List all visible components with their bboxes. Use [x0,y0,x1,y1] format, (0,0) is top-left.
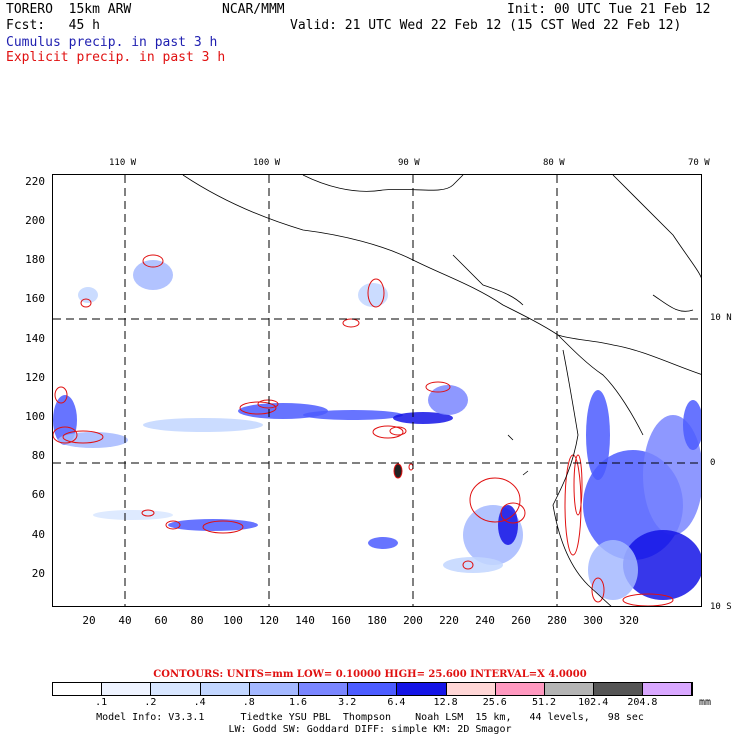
x-tick-label: 80 [190,614,204,627]
y-tick-label: 160 [25,292,45,305]
x-tick-label: 40 [118,614,132,627]
x-tick-label: 140 [295,614,315,627]
colorbar-swatch [495,683,545,695]
lon-label: 100 W [253,158,281,168]
colorbar-swatch [446,683,496,695]
forecast-hour: Fcst: 45 h [6,18,100,33]
colorbar-swatch [397,683,447,695]
colorbar-label: 102.4 [578,697,609,708]
colorbar-swatch [298,683,349,695]
y-tick-label: 80 [31,449,45,462]
coastlines [182,175,701,606]
lat-label: 10 S [710,602,732,612]
colorbar-swatch [151,683,201,695]
y-tick-label: 100 [25,410,45,423]
colorbar-swatch [594,683,644,695]
valid-time: Valid: 21 UTC Wed 22 Feb 12 (15 CST Wed … [290,18,682,33]
x-tick-label: 160 [331,614,351,627]
y-tick-label: 40 [31,528,45,541]
colorbar-label: 6.4 [387,697,406,708]
colorbar-label: 1.6 [288,697,308,708]
x-tick-label: 260 [511,614,531,627]
x-tick-label: 120 [259,614,279,627]
lon-label: 90 W [398,158,420,168]
x-tick-label: 20 [82,614,96,627]
init-time: Init: 00 UTC Tue 21 Feb 12 [507,2,711,17]
explicit-precip-contours [53,254,674,606]
colorbar-swatch [102,683,152,695]
x-tick-label: 60 [154,614,168,627]
x-tick-label: 200 [403,614,423,627]
y-tick-label: 120 [25,371,45,384]
colorbar [52,682,694,696]
x-tick-label: 100 [223,614,243,627]
lat-label: 0 [710,458,716,468]
cumulus-precip [53,260,701,600]
colorbar-label: .2 [144,697,157,708]
center-title: NCAR/MMM [222,2,285,17]
lon-label: 110 W [109,158,137,168]
y-tick-label: 20 [31,567,45,580]
field-label-cumulus: Cumulus precip. in past 3 h [6,35,218,50]
x-tick-label: 180 [367,614,387,627]
x-tick-label: 320 [619,614,639,627]
lon-label: 70 W [688,158,710,168]
colorbar-swatch [249,683,299,695]
colorbar-label: .1 [95,697,108,708]
x-tick-label: 280 [547,614,567,627]
model-info: Model Info: V3.3.1 Tiedtke YSU PBL Thomp… [96,712,644,723]
colorbar-swatch [200,683,250,695]
y-tick-label: 60 [31,488,45,501]
y-tick-label: 180 [25,253,45,266]
lon-label: 80 W [543,158,565,168]
map-canvas [53,175,701,606]
contour-info: CONTOURS: UNITS=mm LOW= 0.10000 HIGH= 25… [153,669,587,680]
colorbar-label: 25.6 [482,697,507,708]
y-tick-label: 220 [25,175,45,188]
y-tick-label: 200 [25,214,45,227]
colorbar-label: 204.8 [627,697,658,708]
colorbar-swatch [53,683,103,695]
precip-map [52,174,702,607]
colorbar-label: 3.2 [338,697,357,708]
x-tick-label: 240 [475,614,495,627]
lat-label: 10 N [710,313,732,323]
x-tick-label: 220 [439,614,459,627]
colorbar-swatch [348,683,398,695]
colorbar-label: .8 [242,697,255,708]
model-title: TORERO 15km ARW [6,2,132,17]
colorbar-swatch [544,683,595,695]
lat-lon-grid [53,175,701,606]
colorbar-unit: mm [698,697,712,708]
x-tick-label: 300 [583,614,603,627]
colorbar-swatch [643,683,693,695]
y-tick-label: 140 [25,332,45,345]
colorbar-label: .4 [193,697,206,708]
field-label-explicit: Explicit precip. in past 3 h [6,50,226,65]
physics-info: LW: Godd SW: Goddard DIFF: simple KM: 2D… [228,724,512,735]
colorbar-label: 51.2 [531,697,557,708]
colorbar-label: 12.8 [433,697,458,708]
